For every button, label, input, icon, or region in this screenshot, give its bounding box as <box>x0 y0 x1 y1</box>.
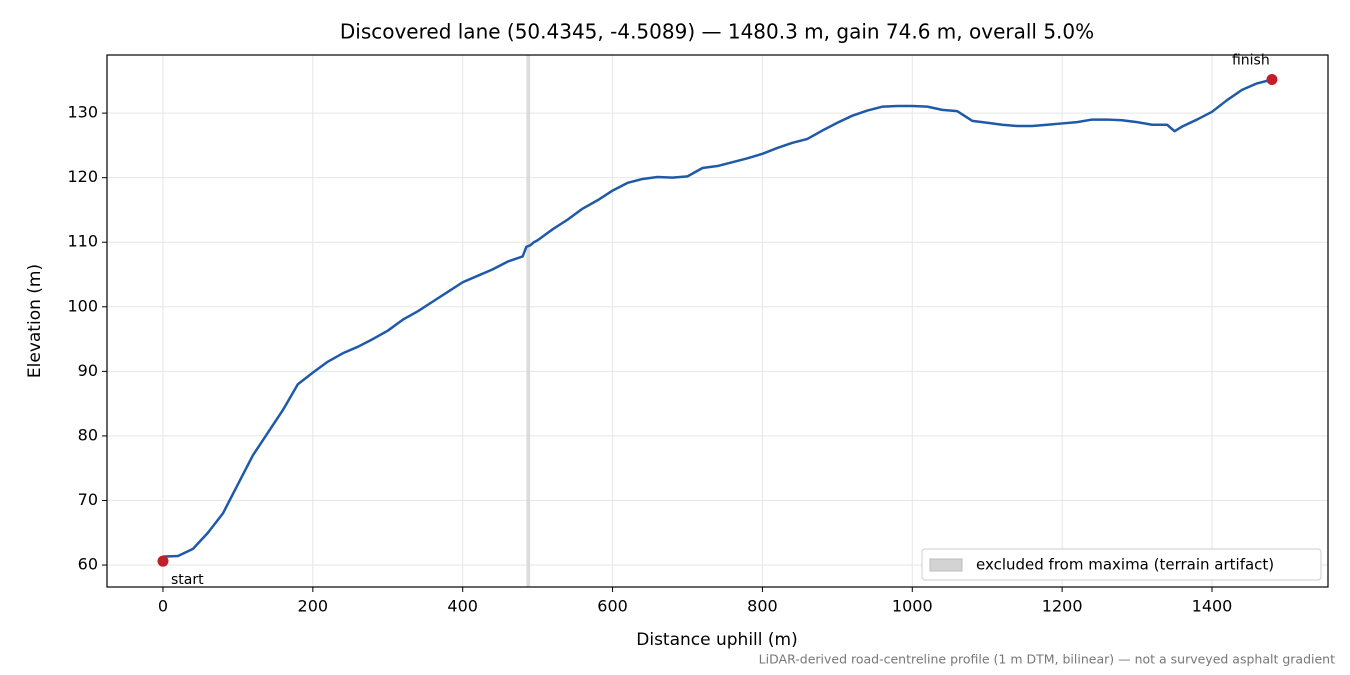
legend-box <box>921 548 1322 581</box>
plot-frame <box>106 54 1329 588</box>
chart-title: Discovered lane (50.4345, -4.5089) — 148… <box>340 20 1094 44</box>
y-tick-label: 70 <box>78 490 98 509</box>
y-tick-label: 120 <box>67 167 98 186</box>
endpoint-marker <box>1266 74 1278 86</box>
x-tick-label: 1000 <box>892 597 933 616</box>
x-tick-label: 800 <box>747 597 778 616</box>
footnote: LiDAR-derived road-centreline profile (1… <box>759 652 1335 667</box>
x-tick-label: 1400 <box>1192 597 1233 616</box>
x-tick-label: 200 <box>298 597 329 616</box>
x-tick-label: 1200 <box>1042 597 1083 616</box>
elevation-line <box>162 78 1273 558</box>
y-tick-label: 90 <box>78 361 98 380</box>
endpoint-label: finish <box>1232 53 1270 69</box>
y-tick-label: 130 <box>67 103 98 122</box>
legend-label: excluded from maxima (terrain artifact) <box>976 556 1274 574</box>
legend-swatch <box>929 558 963 572</box>
x-axis-label: Distance uphill (m) <box>636 630 797 650</box>
x-tick-label: 600 <box>597 597 628 616</box>
y-tick-label: 100 <box>67 296 98 315</box>
endpoint-marker <box>157 555 169 567</box>
excluded-band <box>526 55 531 587</box>
y-axis-label: Elevation (m) <box>25 264 45 378</box>
y-tick-label: 60 <box>78 555 98 574</box>
y-tick-label: 80 <box>78 425 98 444</box>
x-tick-label: 0 <box>158 597 168 616</box>
x-tick-label: 400 <box>447 597 478 616</box>
y-tick-label: 110 <box>67 232 98 251</box>
endpoint-label: start <box>171 572 204 588</box>
